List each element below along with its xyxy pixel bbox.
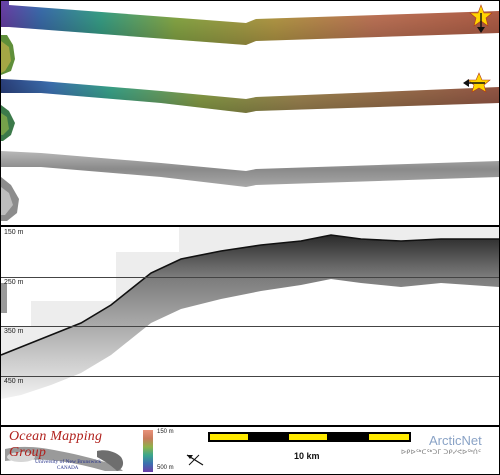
logo-relief-image bbox=[5, 446, 124, 471]
depth-gridline bbox=[1, 376, 499, 377]
ship-marker-icon-middle bbox=[463, 72, 491, 93]
arcticnet-logo: ArcticNet bbox=[429, 433, 482, 448]
bathymetry-strip-middle bbox=[1, 79, 499, 141]
colorbar-top-label: 150 m bbox=[157, 429, 174, 435]
backscatter-strip bbox=[1, 151, 499, 221]
panel-divider bbox=[1, 225, 499, 227]
scalebar-label: 10 km bbox=[294, 451, 320, 461]
depth-label: 150 m bbox=[4, 229, 24, 236]
colorbar-bottom-label: 500 m bbox=[157, 465, 174, 471]
seafloor-profile bbox=[1, 235, 499, 399]
depth-label: 250 m bbox=[4, 279, 24, 286]
org-university: University of New Brunswick bbox=[35, 459, 102, 465]
ocean-mapping-group-logo: Ocean Mapping Group University of New Br… bbox=[1, 427, 131, 474]
footer-divider bbox=[1, 425, 499, 427]
arcticnet-syllabics: ᐅᑭᐅᖅᑕᖅᑐᒥ ᑐᑭᓯᕙᐅᖅᑏᑦ bbox=[401, 449, 482, 456]
swath-maps-svg bbox=[1, 1, 499, 221]
north-arrow-icon bbox=[186, 454, 204, 466]
org-name: Ocean Mapping Group bbox=[9, 429, 103, 460]
bathymetry-strip-top bbox=[1, 1, 499, 75]
org-country: CANADA bbox=[57, 466, 79, 471]
depth-label: 450 m bbox=[4, 378, 24, 385]
depth-gridline bbox=[1, 326, 499, 327]
ship-marker-icon-top bbox=[469, 4, 493, 33]
depth-gridline bbox=[1, 277, 499, 278]
swath-maps-panel bbox=[1, 1, 499, 225]
depth-colorbar bbox=[143, 430, 153, 472]
depth-label: 350 m bbox=[4, 328, 24, 335]
scalebar bbox=[208, 432, 411, 442]
depth-profile-panel: 150 m 250 m 350 m 450 m bbox=[1, 227, 499, 425]
legend-footer: Ocean Mapping Group University of New Br… bbox=[1, 427, 499, 474]
